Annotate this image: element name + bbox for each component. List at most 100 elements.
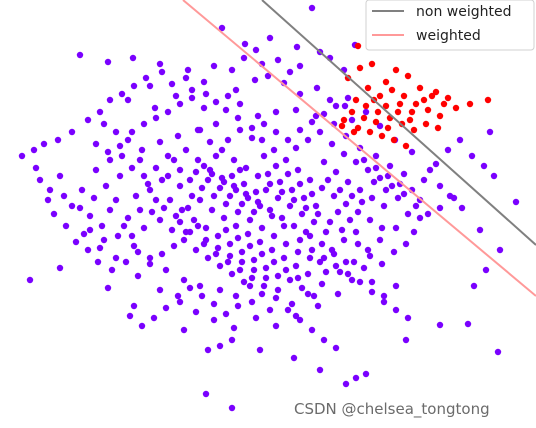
majority-point <box>344 94 352 102</box>
majority-point <box>368 194 376 202</box>
majority-point <box>302 204 310 212</box>
majority-point <box>352 228 360 236</box>
majority-point <box>316 258 324 266</box>
majority-point <box>350 258 358 266</box>
majority-point <box>166 196 174 204</box>
majority-point <box>318 184 326 192</box>
majority-point <box>78 186 86 194</box>
majority-point <box>296 126 304 134</box>
majority-point <box>288 186 296 194</box>
majority-point <box>444 146 452 154</box>
majority-point <box>264 72 272 80</box>
majority-point <box>290 222 298 230</box>
majority-point <box>318 240 326 248</box>
majority-point <box>106 96 114 104</box>
majority-point <box>216 262 224 270</box>
majority-point <box>56 172 64 180</box>
majority-point <box>334 208 342 216</box>
majority-point <box>372 164 380 172</box>
majority-point <box>112 128 120 136</box>
majority-point <box>292 262 300 270</box>
majority-point <box>238 248 246 256</box>
majority-point <box>176 298 184 306</box>
decision-lines <box>182 0 536 297</box>
majority-point <box>212 98 220 106</box>
majority-point <box>214 232 222 240</box>
majority-point <box>170 242 178 250</box>
minority-point <box>364 84 372 92</box>
majority-point <box>220 214 228 222</box>
majority-point <box>312 202 320 210</box>
minority-point <box>360 114 368 122</box>
majority-point <box>256 202 264 210</box>
majority-point <box>274 56 282 64</box>
majority-point <box>186 228 194 236</box>
minority-point <box>354 124 362 132</box>
majority-point <box>312 112 320 120</box>
majority-point <box>226 240 234 248</box>
majority-point <box>200 104 208 112</box>
minority-point <box>394 108 402 116</box>
legend-label-non-weighted: non weighted <box>416 4 511 20</box>
majority-point <box>68 128 76 136</box>
majority-point <box>304 270 312 278</box>
majority-point <box>344 178 352 186</box>
majority-point <box>180 236 188 244</box>
majority-point <box>116 172 124 180</box>
majority-point <box>232 186 240 194</box>
majority-point <box>260 282 268 290</box>
majority-point <box>226 252 234 260</box>
majority-point <box>402 240 410 248</box>
majority-point <box>330 192 338 200</box>
majority-point <box>126 312 134 320</box>
majority-point <box>106 156 114 164</box>
majority-point <box>214 244 222 252</box>
majority-point <box>252 46 260 54</box>
minority-point <box>440 100 448 108</box>
majority-point <box>106 206 114 214</box>
majority-point <box>251 76 259 84</box>
majority-point <box>152 164 160 172</box>
majority-point <box>426 166 434 174</box>
majority-point <box>204 254 212 262</box>
majority-point <box>382 186 390 194</box>
majority-point <box>284 170 292 178</box>
majority-point <box>356 186 364 194</box>
majority-point <box>148 208 156 216</box>
majority-point <box>94 258 102 266</box>
majority-point <box>354 208 362 216</box>
majority-point <box>272 162 280 170</box>
majority-point <box>210 62 218 70</box>
majority-point <box>192 168 200 176</box>
majority-point <box>352 158 360 166</box>
majority-point <box>486 128 494 136</box>
majority-point <box>130 302 138 310</box>
majority-point <box>308 118 316 126</box>
majority-point <box>376 174 384 182</box>
majority-point <box>372 152 380 160</box>
majority-point <box>376 236 384 244</box>
majority-point <box>224 136 232 144</box>
minority-points <box>338 42 492 150</box>
majority-point <box>152 114 160 122</box>
majority-point <box>246 216 254 224</box>
majority-point <box>202 224 210 232</box>
majority-point <box>174 292 182 300</box>
majority-point <box>246 282 254 290</box>
majority-point <box>100 236 108 244</box>
majority-point <box>50 210 58 218</box>
majority-point <box>190 216 198 224</box>
majority-point <box>284 136 292 144</box>
majority-point <box>104 58 112 66</box>
majority-point <box>254 112 262 120</box>
majority-point <box>236 100 244 108</box>
majority-point <box>296 236 304 244</box>
majority-point <box>112 196 120 204</box>
majority-point <box>296 316 304 324</box>
majority-point <box>198 184 206 192</box>
majority-point <box>146 186 154 194</box>
majority-point <box>240 54 248 62</box>
majority-point <box>404 210 412 218</box>
majority-points <box>18 4 520 412</box>
majority-point <box>298 284 306 292</box>
